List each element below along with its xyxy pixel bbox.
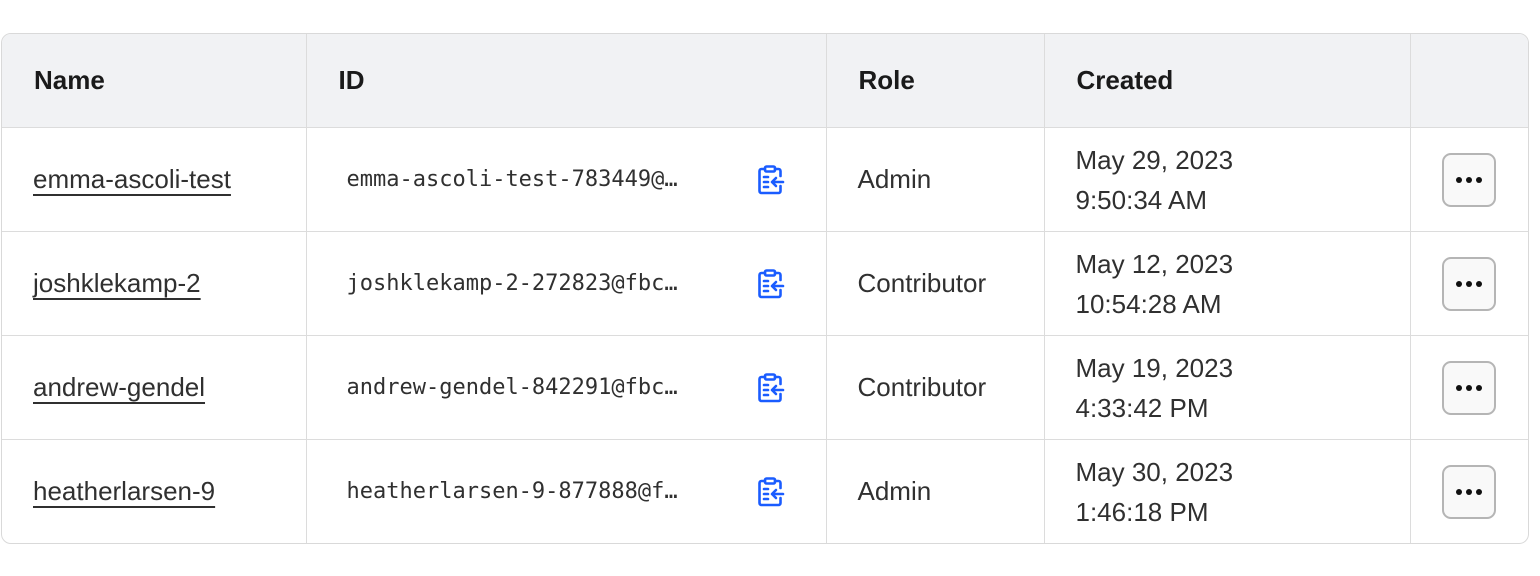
actions-cell [1410,335,1528,440]
user-name-link[interactable]: joshklekamp-2 [33,268,201,298]
role-cell: Admin [826,439,1045,543]
role-cell: Contributor [826,335,1045,440]
clipboard-copy-icon[interactable] [754,372,786,404]
created-cell: May 29, 2023 9:50:34 AM [1044,127,1411,232]
created-cell: May 19, 2023 4:33:42 PM [1044,335,1411,440]
table-row: heatherlarsen-9 heatherlarsen-9-877888@f… [2,439,1528,544]
more-horizontal-icon [1455,176,1482,183]
actions-cell [1410,231,1528,336]
created-date: May 19, 2023 [1075,352,1234,383]
user-name-link[interactable]: emma-ascoli-test [33,164,231,194]
created-time: 10:54:28 AM [1075,288,1222,319]
more-actions-button[interactable] [1441,256,1496,311]
table-row: emma-ascoli-test emma-ascoli-test-783449… [2,127,1528,232]
created-time: 1:46:18 PM [1075,496,1209,527]
more-actions-button[interactable] [1441,152,1496,207]
actions-cell [1410,440,1528,544]
role-cell: Contributor [826,231,1045,336]
name-cell: heatherlarsen-9 [2,439,307,543]
more-actions-button[interactable] [1441,360,1496,415]
column-header-actions [1410,34,1528,128]
clipboard-copy-icon[interactable] [754,164,786,196]
name-cell: andrew-gendel [2,335,307,440]
table-row: andrew-gendel andrew-gendel-842291@fbc… … [2,335,1528,440]
user-id: joshklekamp-2-272823@fbc… [346,271,678,296]
table-row: joshklekamp-2 joshklekamp-2-272823@fbc… … [2,231,1528,336]
column-header-role: Role [826,34,1045,128]
role-cell: Admin [826,127,1045,232]
column-header-id: ID [306,34,827,128]
id-cell: andrew-gendel-842291@fbc… [306,335,827,440]
clipboard-copy-icon[interactable] [754,476,786,508]
created-time: 4:33:42 PM [1075,392,1209,423]
users-table: Name ID Role Created emma-ascoli-test em… [1,33,1529,544]
name-cell: emma-ascoli-test [2,127,307,232]
more-actions-button[interactable] [1441,464,1496,519]
user-id: andrew-gendel-842291@fbc… [346,375,678,400]
actions-cell [1410,127,1528,232]
user-name-link[interactable]: heatherlarsen-9 [33,476,216,506]
table-header-row: Name ID Role Created [2,34,1528,128]
more-horizontal-icon [1455,384,1482,391]
created-cell: May 30, 2023 1:46:18 PM [1044,439,1411,543]
created-date: May 30, 2023 [1075,456,1234,487]
user-id: emma-ascoli-test-783449@… [346,167,678,192]
id-cell: emma-ascoli-test-783449@… [306,127,827,232]
created-time: 9:50:34 AM [1075,184,1208,215]
created-date: May 12, 2023 [1075,248,1234,279]
user-id: heatherlarsen-9-877888@f… [346,479,678,504]
more-horizontal-icon [1455,280,1482,287]
user-name-link[interactable]: andrew-gendel [33,372,206,402]
created-cell: May 12, 2023 10:54:28 AM [1044,231,1411,336]
clipboard-copy-icon[interactable] [754,268,786,300]
id-cell: joshklekamp-2-272823@fbc… [306,231,827,336]
column-header-created: Created [1044,34,1411,128]
more-horizontal-icon [1455,488,1482,495]
name-cell: joshklekamp-2 [2,231,307,336]
created-date: May 29, 2023 [1075,144,1234,175]
id-cell: heatherlarsen-9-877888@f… [306,439,827,543]
column-header-name: Name [2,34,307,128]
